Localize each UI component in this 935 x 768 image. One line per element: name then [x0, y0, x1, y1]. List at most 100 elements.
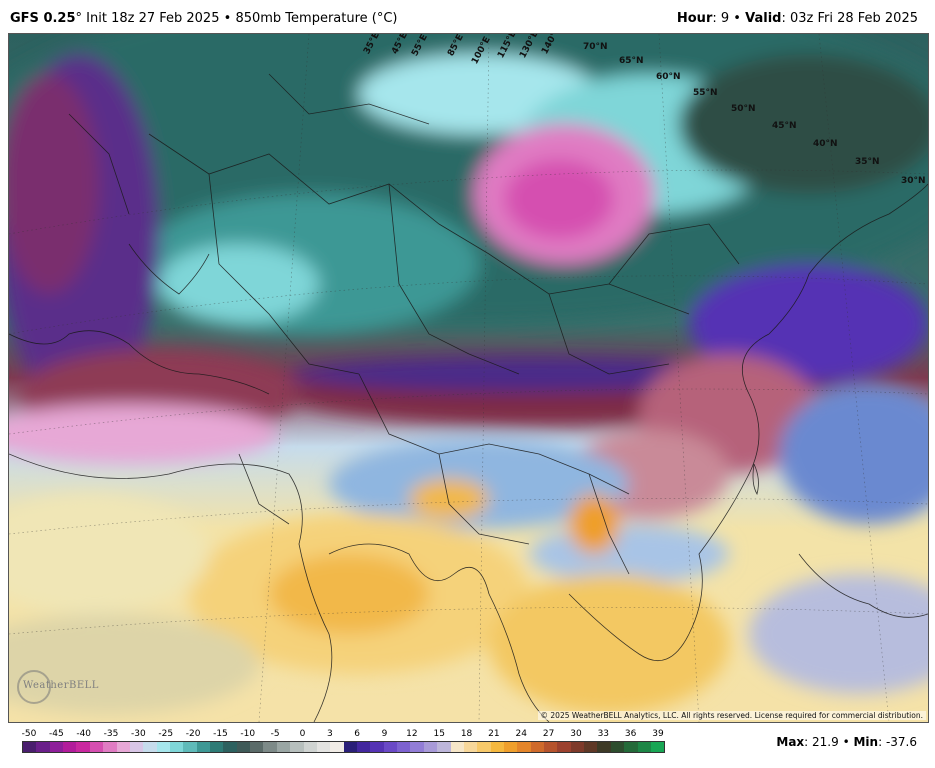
legend-tick-label: 15 — [433, 729, 445, 739]
legend-swatch — [23, 742, 37, 752]
legend-tick-label: -10 — [240, 729, 256, 739]
logo-text: WeatherBELL — [23, 680, 99, 691]
legend-swatch — [63, 742, 77, 752]
legend-tick-label: -50 — [21, 729, 37, 739]
legend-swatch — [356, 742, 371, 752]
legend-swatch — [36, 742, 50, 752]
legend-swatch — [450, 742, 464, 752]
legend-tick-label: 33 — [597, 729, 610, 739]
legend-tick-label: -25 — [158, 729, 174, 739]
legend-swatch — [183, 742, 197, 752]
max-value: 21.9 — [812, 735, 839, 749]
legend-swatch — [103, 742, 117, 752]
lat-label-45n: 45°N — [772, 121, 797, 131]
legend-swatch — [557, 742, 571, 752]
legend-swatch — [570, 742, 585, 752]
legend-tick-label: 18 — [460, 729, 473, 739]
legend-swatch — [290, 742, 304, 752]
lat-label-35n: 35°N — [855, 157, 880, 167]
legend-swatch — [624, 742, 638, 752]
legend-swatch — [303, 742, 317, 752]
legend-swatch — [89, 742, 104, 752]
field-name: 850mb Temperature (°C) — [235, 11, 398, 26]
logo-ring — [17, 670, 51, 704]
legend-tick-label: 3 — [326, 729, 333, 739]
legend-tick-label: -20 — [185, 729, 201, 739]
legend-swatch — [423, 742, 438, 752]
color-legend: -50 -45 -40 -35 -30 -25 -20 -15 -10 -5 0 3 6 9 12 15 18 2… — [22, 729, 665, 755]
legend-swatch — [76, 742, 90, 752]
temperature-map[interactable]: 70°N 65°N 60°N 55°N 50°N 45°N 40°N 35°N … — [8, 33, 929, 723]
legend-tick-label: 30 — [570, 729, 582, 739]
map-canvas — [9, 34, 928, 722]
legend-swatch — [383, 742, 398, 752]
legend-tick-label: 27 — [542, 729, 555, 739]
legend-swatch — [263, 742, 277, 752]
lat-label-55n: 55°N — [693, 88, 718, 98]
legend-swatch — [156, 742, 170, 752]
temperature-field — [9, 34, 928, 714]
legend-swatch — [276, 742, 291, 752]
map-title: GFS 0.25° Init 18z 27 Feb 2025 • 850mb T… — [10, 11, 398, 26]
legend-ticks: -50 -45 -40 -35 -30 -25 -20 -15 -10 -5 0 3 6 9 12 15 18 2… — [22, 729, 665, 740]
legend-swatch — [650, 742, 665, 752]
legend-tick-label: 12 — [406, 729, 418, 739]
legend-swatch — [343, 742, 357, 752]
legend-swatch — [410, 742, 424, 752]
title-bullet: • — [223, 11, 232, 26]
max-label: Max — [776, 735, 805, 749]
valid-label: Valid — [745, 11, 782, 26]
max-min-readout: Max: 21.9 • Min: -37.6 — [776, 735, 917, 749]
legend-tick-label: 9 — [381, 729, 388, 739]
legend-tick-label: -15 — [213, 729, 228, 739]
lat-label-70n: 70°N — [583, 42, 608, 52]
legend-colorbar — [22, 741, 665, 753]
legend-swatch — [610, 742, 625, 752]
degree-mark: ° — [75, 11, 83, 26]
legend-tick-label: 21 — [488, 729, 500, 739]
valid-bullet: • — [733, 11, 741, 26]
min-value: -37.6 — [885, 735, 917, 749]
lat-label-60n: 60°N — [656, 72, 681, 82]
legend-swatch — [316, 742, 331, 752]
legend-swatch — [250, 742, 264, 752]
stats-bullet: • — [842, 735, 850, 749]
legend-swatch — [143, 742, 157, 752]
legend-swatch — [584, 742, 598, 752]
legend-swatch — [490, 742, 504, 752]
legend-swatch — [397, 742, 411, 752]
legend-swatch — [463, 742, 478, 752]
lat-label-30n: 30°N — [901, 176, 926, 186]
legend-tick-label: 39 — [652, 729, 664, 739]
legend-tick-label: 36 — [624, 729, 637, 739]
legend-swatch — [210, 742, 224, 752]
valid-value: 03z Fri 28 Feb 2025 — [789, 11, 918, 26]
legend-swatch — [477, 742, 491, 752]
legend-swatch — [116, 742, 130, 752]
lat-label-50n: 50°N — [731, 104, 756, 114]
header-bar: GFS 0.25° Init 18z 27 Feb 2025 • 850mb T… — [0, 0, 935, 32]
lat-label-65n: 65°N — [619, 56, 644, 66]
hour-label: Hour — [676, 11, 713, 26]
legend-swatch — [129, 742, 144, 752]
legend-swatch — [370, 742, 384, 752]
legend-swatch — [49, 742, 64, 752]
lat-label-40n: 40°N — [813, 139, 838, 149]
legend-tick-label: -30 — [131, 729, 146, 739]
legend-swatch — [196, 742, 211, 752]
legend-tick-label: 24 — [515, 729, 527, 739]
legend-tick-label: -45 — [48, 729, 64, 739]
legend-tick-label: 6 — [354, 729, 361, 739]
legend-swatch — [517, 742, 531, 752]
min-label: Min — [853, 735, 879, 749]
legend-tick-label: -40 — [76, 729, 92, 739]
valid-info: Hour: 9 • Valid: 03z Fri 28 Feb 2025 — [676, 11, 918, 26]
hour-value: 9 — [720, 11, 730, 26]
legend-swatch — [169, 742, 184, 752]
legend-swatch — [544, 742, 558, 752]
legend-swatch — [223, 742, 237, 752]
legend-swatch — [330, 742, 344, 752]
legend-swatch — [437, 742, 451, 752]
legend-swatch — [503, 742, 518, 752]
legend-tick-label: 0 — [299, 729, 306, 739]
